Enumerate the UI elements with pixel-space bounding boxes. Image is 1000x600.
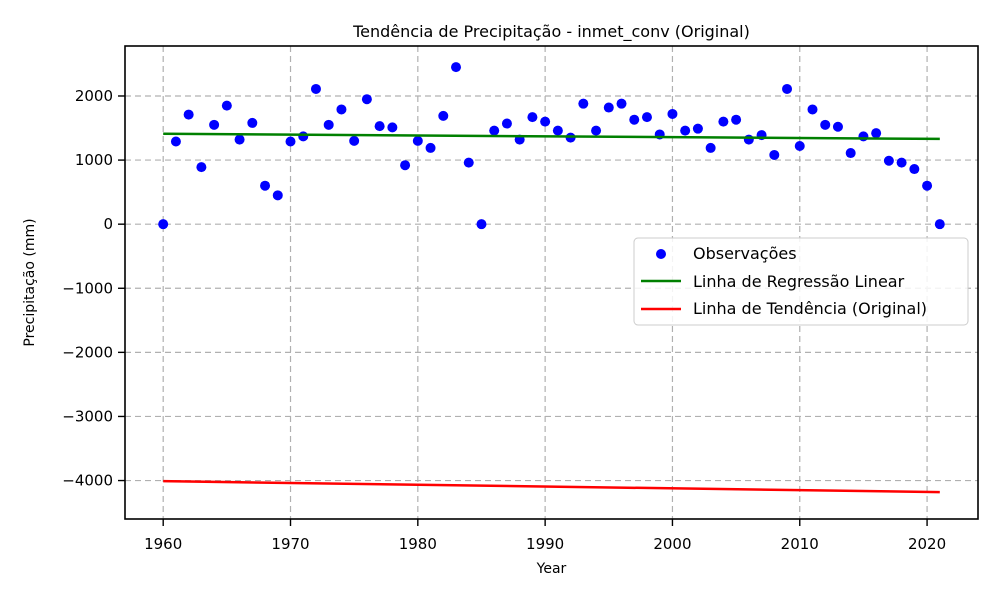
data-point: [451, 62, 462, 73]
data-point: [183, 109, 194, 120]
grid: [125, 46, 978, 519]
data-point: [934, 219, 945, 230]
y-tick-label: 1000: [75, 151, 113, 169]
data-point: [463, 157, 474, 168]
legend-label-regressao: Linha de Regressão Linear: [693, 272, 905, 291]
data-point: [552, 125, 563, 136]
data-point: [820, 119, 831, 130]
y-tick-label: 2000: [75, 87, 113, 105]
plot-frame: [124, 45, 979, 520]
data-point: [883, 155, 894, 166]
x-tick-label: 1980: [399, 535, 437, 553]
data-point: [718, 116, 729, 127]
data-point: [603, 102, 614, 113]
x-tick-label: 1990: [526, 535, 564, 553]
data-point: [349, 135, 360, 146]
data-point: [400, 160, 411, 171]
trend-line: [163, 479, 940, 494]
data-point: [641, 112, 652, 123]
legend-label-observacoes: Observações: [693, 244, 797, 263]
data-point: [247, 117, 258, 128]
data-point: [680, 125, 691, 136]
y-axis-label: Precipitação (mm): [22, 218, 38, 346]
legend-label-tendencia: Linha de Tendência (Original): [693, 299, 927, 318]
data-point: [260, 180, 271, 191]
data-point: [336, 104, 347, 115]
y-axis: −4000 −3000 −2000 −1000 0 1000 2000: [62, 87, 125, 490]
data-point: [667, 108, 678, 119]
data-point: [412, 135, 423, 146]
regression-line: [163, 132, 940, 141]
y-tick-label: 0: [103, 215, 113, 233]
x-axis: 1960 1970 1980 1990 2000 2010 2020: [144, 519, 946, 553]
legend-box: [633, 237, 969, 326]
data-point: [158, 219, 169, 230]
data-point: [540, 116, 551, 127]
y-tick-label: −2000: [62, 343, 113, 361]
data-point: [578, 98, 589, 109]
data-point: [527, 112, 538, 123]
x-tick-label: 2000: [653, 535, 691, 553]
series-layer: [158, 62, 945, 494]
data-point: [769, 149, 780, 160]
data-point: [629, 114, 640, 125]
data-point: [871, 128, 882, 139]
data-point: [234, 134, 245, 145]
data-point: [170, 136, 181, 147]
data-point: [209, 119, 220, 130]
x-tick-label: 1960: [144, 535, 182, 553]
chart-title: Tendência de Precipitação - inmet_conv (…: [352, 22, 750, 42]
data-point: [196, 162, 207, 173]
data-point: [731, 114, 742, 125]
data-point: [743, 134, 754, 145]
data-point: [476, 219, 487, 230]
data-point: [310, 83, 321, 94]
data-point: [438, 110, 449, 121]
data-point: [425, 142, 436, 153]
data-point: [272, 190, 283, 201]
data-point: [361, 94, 372, 105]
data-point: [298, 131, 309, 142]
data-point: [387, 122, 398, 133]
data-point: [832, 121, 843, 132]
data-point: [782, 83, 793, 94]
data-point: [501, 118, 512, 129]
data-point: [705, 142, 716, 153]
data-point: [374, 121, 385, 132]
data-point: [285, 136, 296, 147]
data-point: [489, 125, 500, 136]
data-point: [896, 157, 907, 168]
data-point: [323, 119, 334, 130]
legend: Observações Linha de Regressão Linear Li…: [633, 237, 969, 326]
y-tick-label: −3000: [62, 407, 113, 425]
data-point: [858, 131, 869, 142]
data-point: [692, 123, 703, 134]
x-axis-label: Year: [536, 561, 567, 577]
data-point: [616, 98, 627, 109]
y-tick-label: −4000: [62, 472, 113, 490]
data-point: [909, 164, 920, 175]
data-point: [807, 104, 818, 115]
legend-marker-observacoes: [656, 249, 666, 259]
data-point: [845, 148, 856, 159]
x-tick-label: 1970: [271, 535, 309, 553]
y-tick-label: −1000: [62, 279, 113, 297]
data-point: [591, 125, 602, 136]
x-tick-label: 2020: [908, 535, 946, 553]
data-point: [922, 180, 933, 191]
x-tick-label: 2010: [781, 535, 819, 553]
data-point: [794, 140, 805, 151]
data-point: [221, 100, 232, 111]
